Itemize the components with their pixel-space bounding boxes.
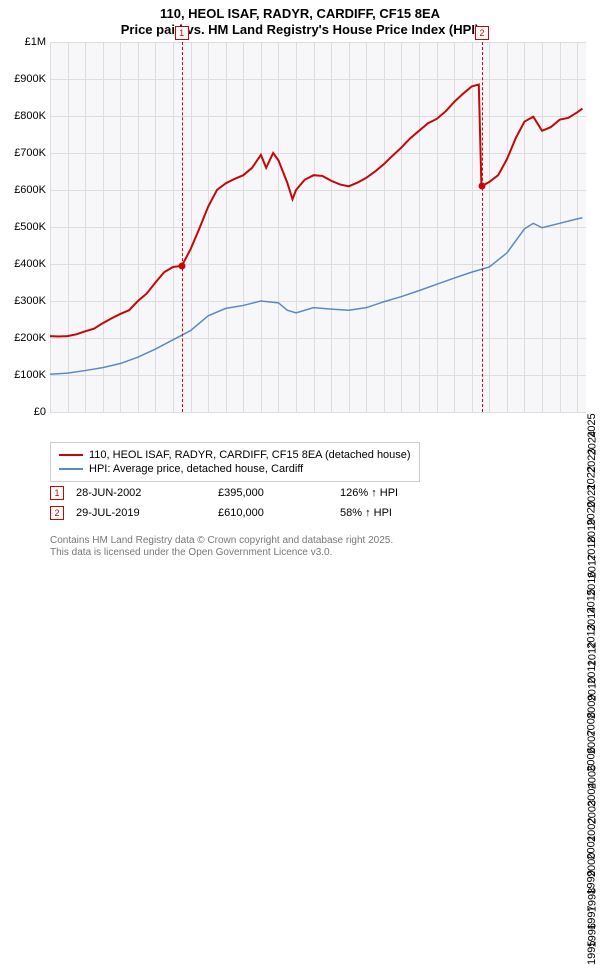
chart-title: 110, HEOL ISAF, RADYR, CARDIFF, CF15 8EA… (0, 0, 600, 37)
y-tick-label: £800K (6, 110, 46, 122)
y-tick-label: £300K (6, 295, 46, 307)
attribution-line-1: Contains HM Land Registry data © Crown c… (50, 535, 393, 547)
series-price_paid (50, 85, 582, 337)
sale-price: £610,000 (218, 507, 328, 519)
sale-vline (182, 42, 183, 412)
y-tick-label: £100K (6, 369, 46, 381)
y-tick-label: £600K (6, 184, 46, 196)
sale-price: £395,000 (218, 487, 328, 499)
sale-date: 28-JUN-2002 (76, 487, 206, 499)
price-chart: £0£100K£200K£300K£400K£500K£600K£700K£80… (50, 42, 586, 412)
sale-point (178, 262, 185, 269)
sale-marker-box: 1 (175, 26, 189, 40)
plot-svg (50, 42, 586, 412)
title-line-2: Price paid vs. HM Land Registry's House … (0, 22, 600, 38)
attribution: Contains HM Land Registry data © Crown c… (50, 535, 393, 559)
sale-point (478, 183, 485, 190)
legend-swatch (59, 468, 83, 470)
y-tick-label: £700K (6, 147, 46, 159)
legend-swatch (59, 454, 83, 456)
sale-row: 1 28-JUN-2002 £395,000 126% ↑ HPI (50, 486, 398, 500)
gridline-h (50, 412, 586, 413)
sale-vline (482, 42, 483, 412)
sale-row: 2 29-JUL-2019 £610,000 58% ↑ HPI (50, 506, 392, 520)
sale-delta: 58% ↑ HPI (340, 507, 392, 519)
x-tick-label: 2025 (586, 426, 598, 438)
y-tick-label: £1M (6, 36, 46, 48)
y-tick-label: £900K (6, 73, 46, 85)
sale-delta: 126% ↑ HPI (340, 487, 398, 499)
title-line-1: 110, HEOL ISAF, RADYR, CARDIFF, CF15 8EA (0, 6, 600, 22)
legend-row: HPI: Average price, detached house, Card… (59, 463, 411, 475)
legend-label: HPI: Average price, detached house, Card… (89, 463, 303, 475)
sale-row-marker: 1 (50, 486, 64, 500)
sale-marker-box: 2 (475, 26, 489, 40)
y-tick-label: £400K (6, 258, 46, 270)
legend-label: 110, HEOL ISAF, RADYR, CARDIFF, CF15 8EA… (89, 449, 411, 461)
legend-box: 110, HEOL ISAF, RADYR, CARDIFF, CF15 8EA… (50, 442, 420, 482)
series-hpi (50, 218, 582, 375)
y-tick-label: £0 (6, 406, 46, 418)
legend-row: 110, HEOL ISAF, RADYR, CARDIFF, CF15 8EA… (59, 449, 411, 461)
sale-date: 29-JUL-2019 (76, 507, 206, 519)
attribution-line-2: This data is licensed under the Open Gov… (50, 547, 393, 559)
y-tick-label: £200K (6, 332, 46, 344)
sale-row-marker: 2 (50, 506, 64, 520)
y-tick-label: £500K (6, 221, 46, 233)
